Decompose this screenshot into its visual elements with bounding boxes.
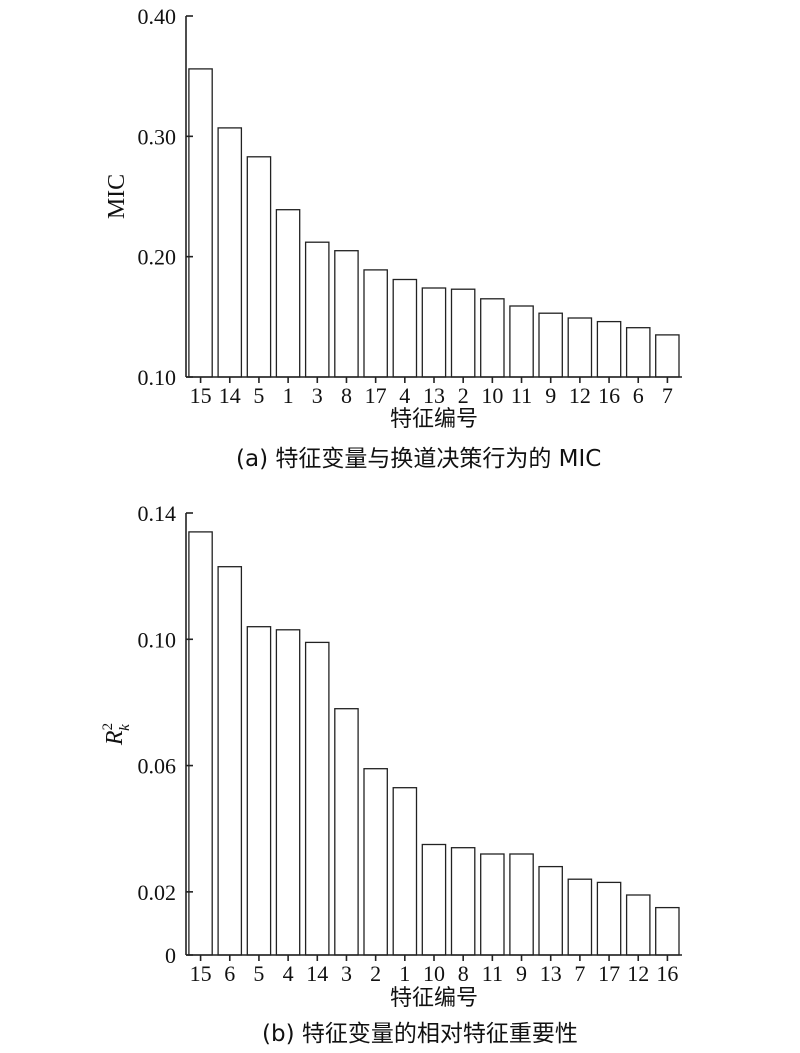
chart-a-x-tick-label: 17 xyxy=(365,383,387,408)
chart-a-bar xyxy=(567,317,593,378)
chart-a-bar xyxy=(625,327,651,378)
chart-a-bar xyxy=(334,250,359,378)
chart-a-x-tick-label: 15 xyxy=(190,383,212,408)
chart-b-y-axis-title: R2k xyxy=(100,723,133,746)
chart-b-x-axis-title: 特征编号 xyxy=(390,986,478,1011)
chart-a-bar xyxy=(275,209,301,378)
chart-b-x-tick-label: 10 xyxy=(423,961,445,986)
chart-b-y-axis-title-sup: 2 xyxy=(100,723,116,731)
chart-b-bar xyxy=(625,894,651,956)
chart-a-bar xyxy=(188,68,213,378)
chart-a-x-axis-title: 特征编号 xyxy=(390,407,478,432)
chart-b-x-tick-label: 11 xyxy=(482,961,503,986)
chart-b-bar xyxy=(450,847,476,956)
chart-b-x-tick-label: 8 xyxy=(458,961,469,986)
chart-a-y-tick-label: 0.20 xyxy=(138,245,177,270)
chart-b-x-tick-label: 7 xyxy=(574,961,585,986)
chart-b-x-tick-label: 15 xyxy=(190,961,212,986)
chart-b-x-tick-label: 2 xyxy=(370,961,381,986)
chart-a-bar xyxy=(363,269,388,378)
chart-a-x-tick-label: 3 xyxy=(312,383,323,408)
chart-a-x-tick-label: 6 xyxy=(633,383,644,408)
chart-a-y-tick-label: 0.10 xyxy=(138,365,177,390)
chart-a-x-tick-label: 9 xyxy=(545,383,556,408)
chart-b-bar xyxy=(655,906,680,956)
chart-a-y-tick-label: 0.30 xyxy=(138,124,177,149)
chart-b-x-tick-label: 5 xyxy=(253,961,264,986)
chart-b-bar xyxy=(538,865,563,956)
chart-b-bar xyxy=(567,878,593,956)
chart-b-y-axis-title-sub: k xyxy=(117,724,133,731)
chart-b-y-axis-title-main: R xyxy=(102,730,128,746)
chart-b-x-tick-label: 4 xyxy=(283,961,294,986)
chart-b-bar xyxy=(480,853,505,956)
chart-a-caption: (a) 特征变量与换道决策行为的 MIC xyxy=(236,446,601,472)
chart-b-caption: (b) 特征变量的相对特征重要性 xyxy=(262,1021,578,1047)
chart-a-x-tick-label: 4 xyxy=(399,383,410,408)
chart-a-x-tick-label: 14 xyxy=(219,383,241,408)
chart-b-y-tick-label: 0.10 xyxy=(138,627,177,652)
chart-a-x-tick-label: 7 xyxy=(662,383,673,408)
chart-a-x-tick-label: 10 xyxy=(481,383,503,408)
chart-a-x-tick-label: 8 xyxy=(341,383,352,408)
chart-b-bar xyxy=(363,768,388,956)
chart-a-x-tick-label: 5 xyxy=(253,383,264,408)
chart-b-bar xyxy=(304,641,330,956)
chart-a-bar xyxy=(246,156,272,378)
chart-b-x-tick-label: 1 xyxy=(399,961,410,986)
chart-a-x-tick-label: 1 xyxy=(283,383,294,408)
chart-b-x-tick-label: 14 xyxy=(306,961,328,986)
chart-a-bar xyxy=(421,287,447,378)
chart-a-x-tick-label: 2 xyxy=(458,383,469,408)
chart-b-bar xyxy=(334,708,359,956)
chart-b-x-tick-label: 3 xyxy=(341,961,352,986)
chart-b-y-tick-label: 0.06 xyxy=(138,754,177,779)
chart-b-x-tick-label: 12 xyxy=(627,961,649,986)
chart-a-bar xyxy=(596,320,622,378)
chart-b-x-tick-label: 17 xyxy=(598,961,620,986)
chart-a-x-tick-label: 12 xyxy=(569,383,591,408)
chart-a-x-tick-label: 16 xyxy=(598,383,620,408)
chart-a-y-axis-title: MIC xyxy=(104,174,130,219)
chart-b-x-tick-label: 6 xyxy=(224,961,235,986)
chart-b-y-tick-label: 0.02 xyxy=(138,880,177,905)
chart-a-bar xyxy=(538,312,563,378)
chart-b-x-tick-label: 16 xyxy=(656,961,678,986)
chart-a-y-tick-label: 0.40 xyxy=(138,4,177,29)
chart-b-bar xyxy=(596,881,622,956)
chart-a-x-tick-label: 11 xyxy=(511,383,532,408)
chart-b-bar xyxy=(509,853,534,956)
chart-b-bar xyxy=(421,843,447,956)
chart-b-bar xyxy=(246,626,272,956)
chart-b-y-tick-label: 0.14 xyxy=(138,501,177,526)
chart-a-bar xyxy=(217,127,243,378)
chart-b-bar xyxy=(392,787,418,956)
chart-a-bar xyxy=(450,288,476,378)
chart-b-bar xyxy=(275,629,301,956)
chart-a-bar xyxy=(509,305,534,378)
chart-b-bar xyxy=(217,566,243,956)
chart-a-bar xyxy=(655,334,680,378)
chart-b-x-tick-label: 9 xyxy=(516,961,527,986)
chart-a-bar xyxy=(392,278,418,378)
chart-b-x-tick-label: 13 xyxy=(540,961,562,986)
chart-b-y-tick-label: 0 xyxy=(165,943,176,968)
chart-a-bar xyxy=(480,298,505,378)
chart-a-bar xyxy=(304,241,330,378)
chart-a-x-tick-label: 13 xyxy=(423,383,445,408)
